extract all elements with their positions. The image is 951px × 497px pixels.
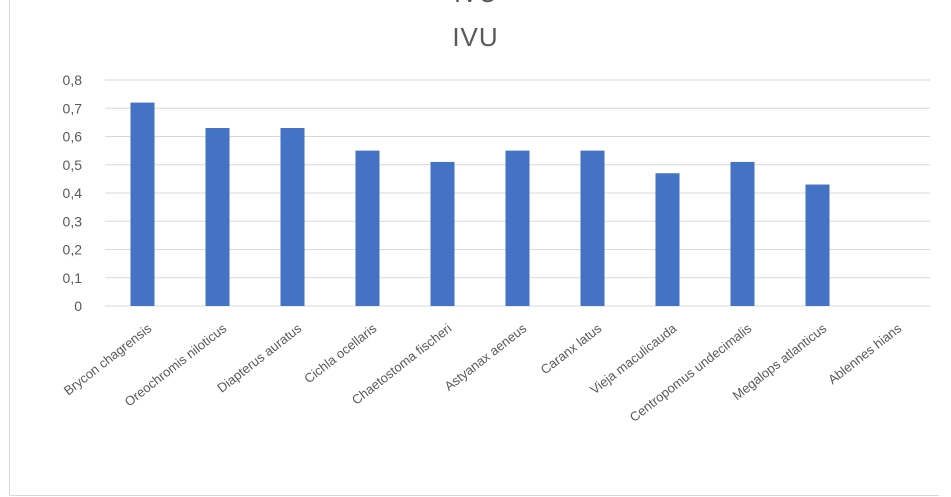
y-tick-label: 0,3 xyxy=(63,213,83,229)
bar xyxy=(355,150,380,306)
x-tick-label: Cichla ocellaris xyxy=(301,320,380,386)
bar xyxy=(505,150,530,306)
y-tick-label: 0,8 xyxy=(63,72,83,88)
bar xyxy=(655,173,680,306)
bar xyxy=(280,128,305,306)
y-tick-label: 0,5 xyxy=(63,157,83,173)
bar xyxy=(580,150,605,306)
chart-frame xyxy=(9,0,939,496)
y-tick-label: 0,2 xyxy=(63,242,83,258)
bars xyxy=(130,102,830,306)
y-tick-label: 0 xyxy=(74,298,82,314)
chart-title: IVU xyxy=(452,22,499,52)
x-tick-label: Astyanax aeneus xyxy=(442,320,530,394)
x-tick-label: Centropomus undecimalis xyxy=(627,320,755,425)
y-tick-label: 0,7 xyxy=(63,100,83,116)
cropped-chart-title: IVU xyxy=(0,0,951,9)
y-tick-label: 0,4 xyxy=(63,185,83,201)
bar xyxy=(130,102,155,306)
y-tick-label: 0,6 xyxy=(63,129,83,145)
bar xyxy=(805,184,830,306)
bar xyxy=(730,161,755,306)
x-tick-label: Ablennes hians xyxy=(825,320,905,387)
x-tick-label: Caranx latus xyxy=(538,320,605,377)
bar xyxy=(205,128,230,306)
bar xyxy=(430,161,455,306)
y-axis-ticks: 0 0,1 0,2 0,3 0,4 0,5 0,6 0,7 0,8 xyxy=(63,72,83,314)
y-tick-label: 0,1 xyxy=(63,270,83,286)
